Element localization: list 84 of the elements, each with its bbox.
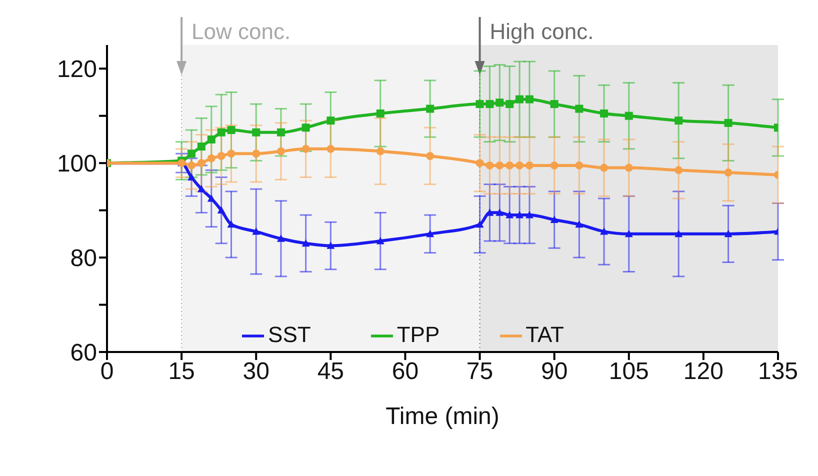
point [624,164,633,172]
point [426,104,434,113]
point [187,150,196,158]
point [600,228,608,235]
point [486,161,494,170]
point [496,208,504,216]
point [376,237,384,244]
point [252,128,260,136]
point [575,220,584,228]
point [197,142,206,151]
point [525,95,534,104]
point [217,152,226,160]
point [550,216,558,223]
point [550,100,558,108]
point [506,211,514,218]
point [252,150,260,158]
legend-label: SST [268,322,311,347]
x-tick-label: 75 [466,358,494,386]
point [207,154,216,162]
point [376,147,384,156]
point [674,230,683,238]
point [302,144,310,153]
point [525,211,534,218]
point [187,161,196,170]
legend-label: TAT [526,322,564,347]
x-tick-label: 105 [608,358,649,386]
y-tick-label: 80 [70,245,97,272]
point [197,159,206,168]
point [674,116,683,125]
point [674,166,683,174]
x-tick-label: 45 [317,358,344,386]
point [600,164,608,172]
point [476,100,484,108]
x-tick-label: 60 [392,358,419,386]
point [227,220,236,228]
point [486,100,494,108]
point [496,161,504,170]
y-tick-label: 120 [56,56,97,84]
point [276,128,285,136]
point [516,95,524,104]
x-tick-label: 135 [758,358,798,386]
point [207,194,216,202]
point [326,242,335,249]
x-tick-label: 30 [242,358,270,386]
point [516,161,524,170]
point [217,206,226,214]
point [302,239,310,247]
ref-line-label: Low conc. [192,19,291,44]
point [516,211,524,218]
x-axis-title: Time (min) [386,403,500,430]
point [476,220,484,228]
point [476,159,484,168]
point [575,104,584,113]
point [550,161,558,170]
y-tick-label: 60 [70,340,97,367]
legend-label: TPP [396,322,440,347]
point [326,144,335,153]
point [525,161,534,170]
point [600,109,608,118]
point [326,116,335,125]
point [207,135,216,144]
x-tick-label: 15 [168,358,195,386]
point [496,98,504,107]
point [227,150,236,158]
point [506,100,514,108]
point [276,234,285,242]
ref-line-label: High conc. [490,19,594,44]
point [252,228,260,235]
point [376,109,384,118]
point [624,230,633,238]
point [426,152,434,160]
point [575,161,584,170]
y-tick-label: 100 [56,150,97,178]
point [506,161,514,170]
point [276,147,285,156]
point [724,118,732,127]
x-tick-label: 90 [540,358,568,386]
x-tick-label: 0 [100,358,114,386]
point [624,112,633,120]
x-tick-label: 120 [683,358,724,386]
point [426,230,434,238]
point [302,124,310,132]
point [724,168,732,177]
point [724,230,732,238]
